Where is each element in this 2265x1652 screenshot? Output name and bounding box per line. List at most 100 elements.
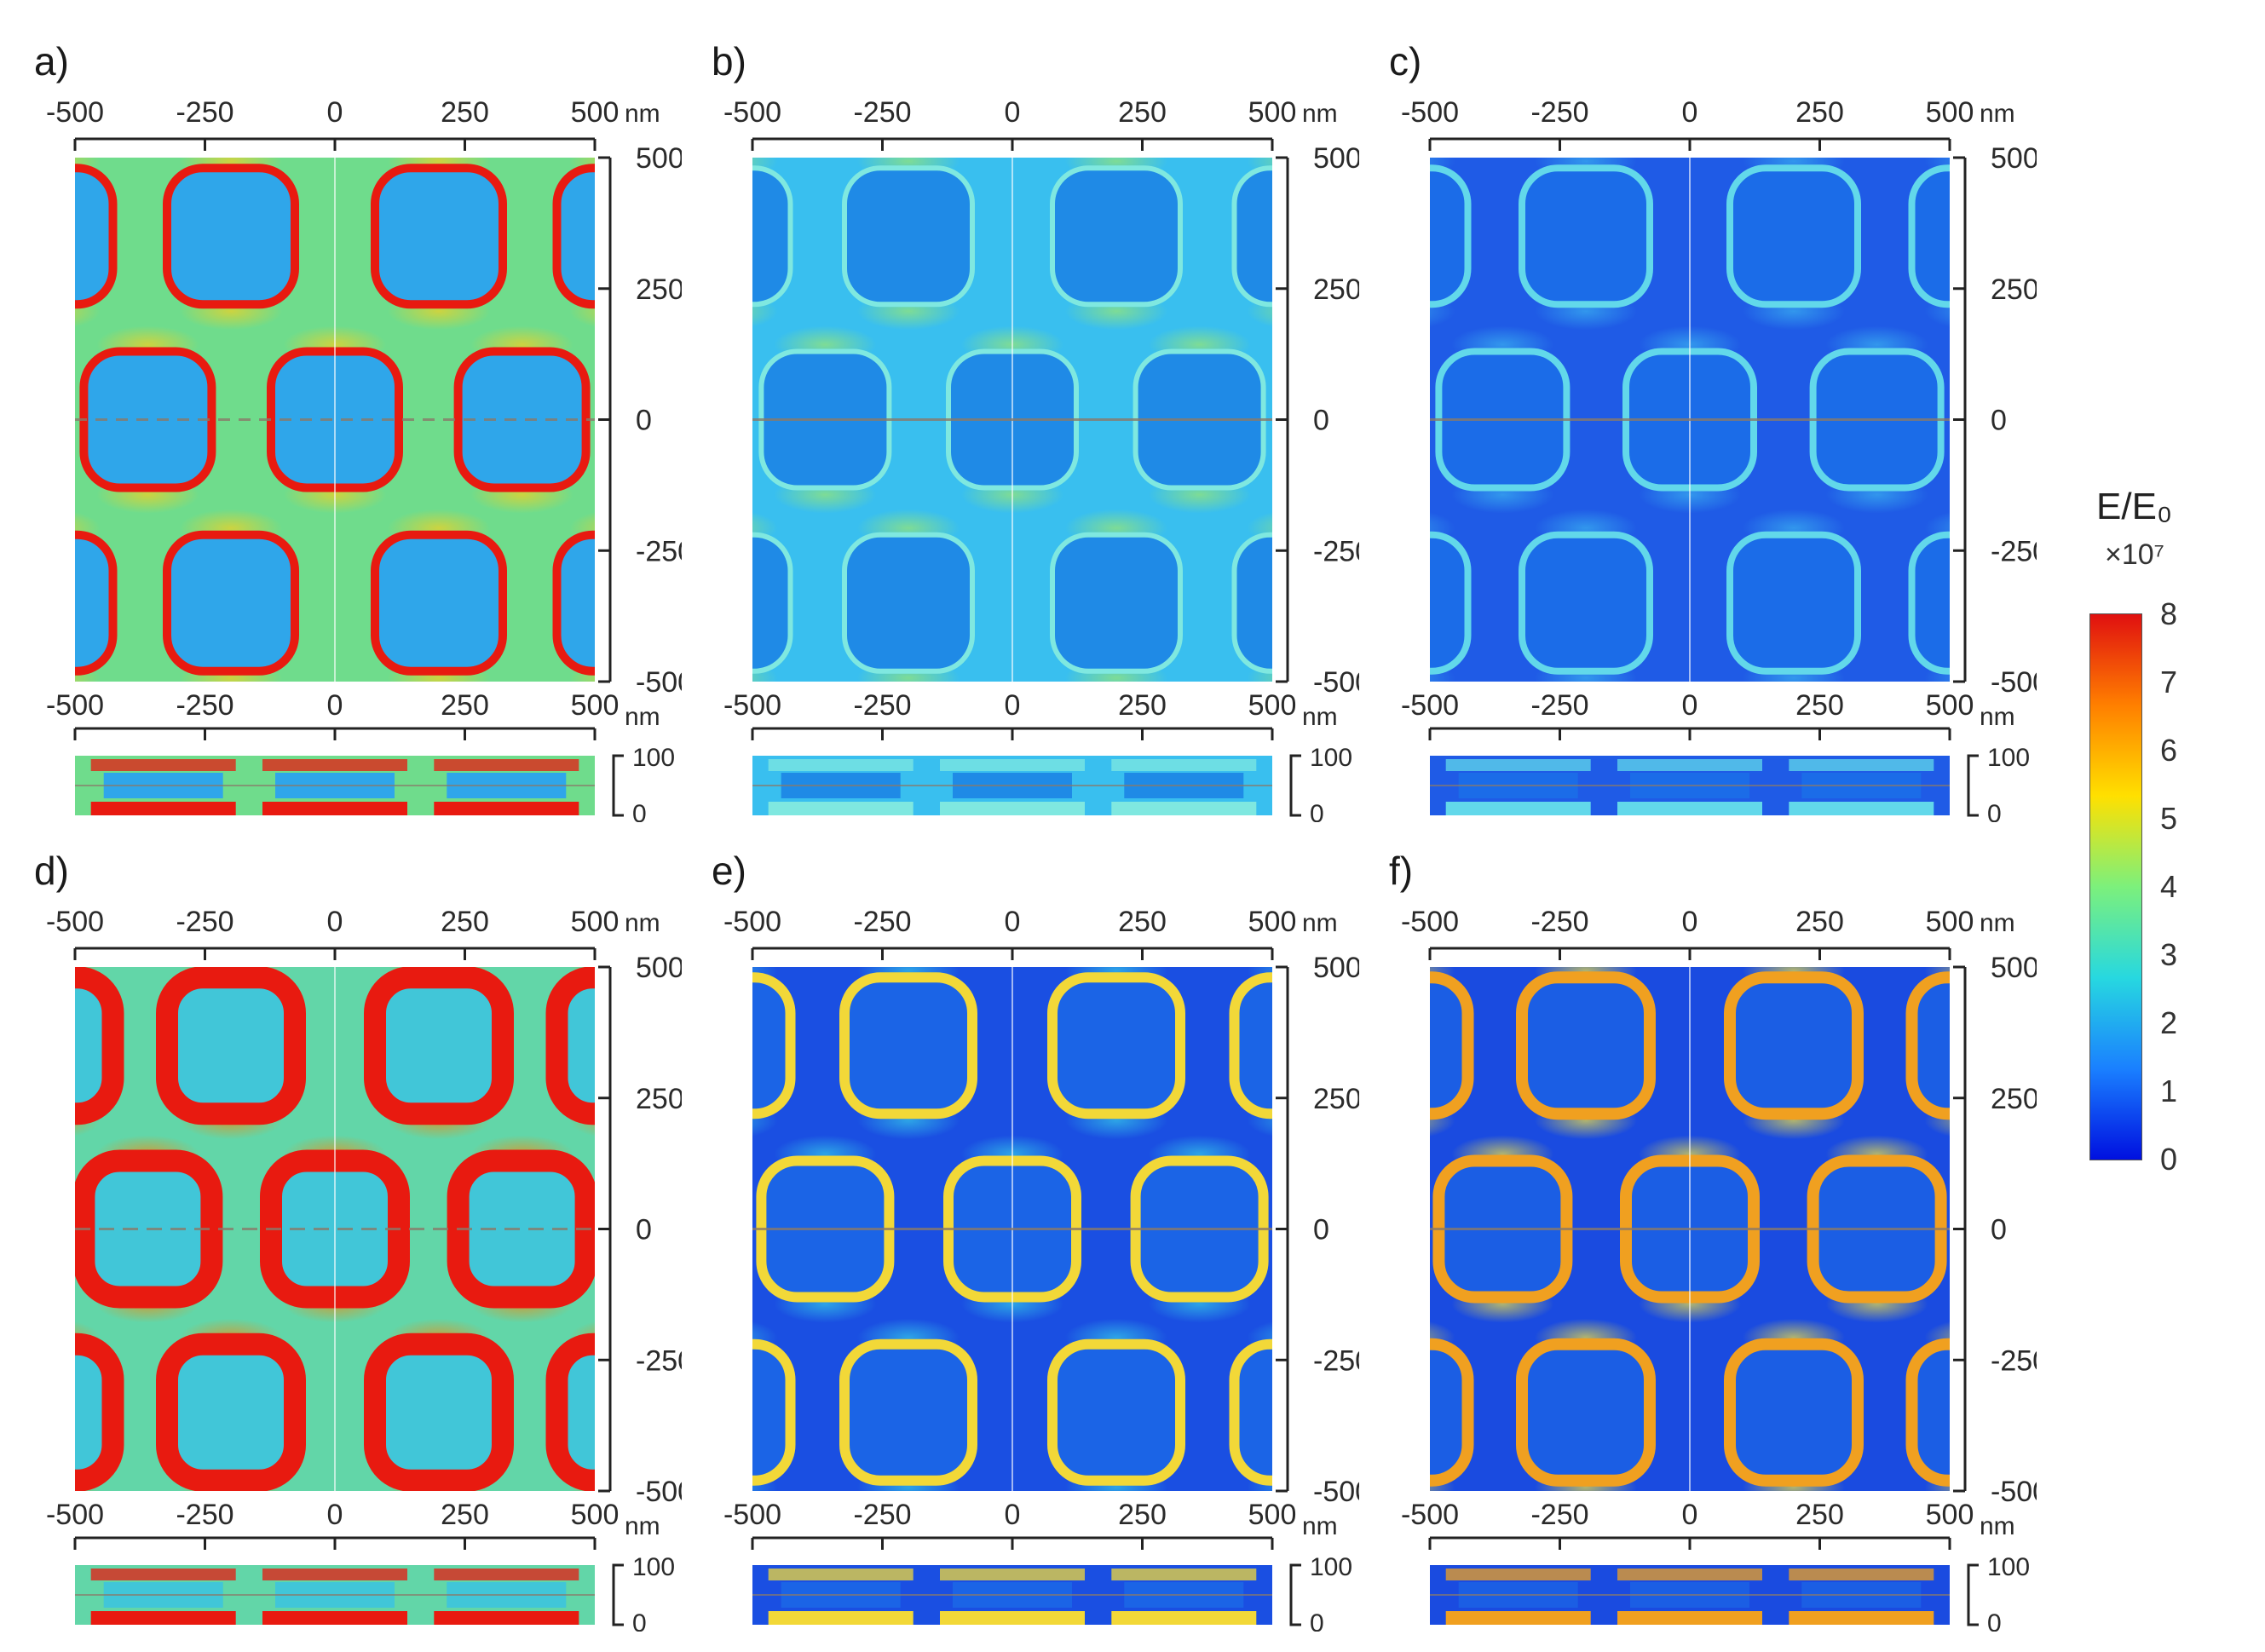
nanohole xyxy=(552,164,595,309)
cross-tick-label: 250 xyxy=(1795,1499,1844,1531)
top-tick-label: 0 xyxy=(327,906,343,938)
nanohole xyxy=(1047,1338,1185,1486)
height-tick-label: 100 xyxy=(1987,744,2030,772)
top-tick-label: 250 xyxy=(441,906,489,938)
cross-tick-label: 250 xyxy=(1795,689,1844,722)
top-tick-label: 500 xyxy=(571,96,620,129)
nanohole xyxy=(163,530,299,676)
side-tick-label: -500 xyxy=(1991,1476,2037,1508)
unit-label: nm xyxy=(1980,1512,2015,1540)
colorbar: E/E₀ ×10⁷ 8 7 6 5 4 3 2 1 0 xyxy=(2079,486,2250,1184)
nanohole xyxy=(1516,1338,1656,1487)
cross-tick-label: 500 xyxy=(571,1499,620,1531)
cross-tick-label: -500 xyxy=(723,1499,781,1531)
cross-tick-label: -250 xyxy=(176,689,233,722)
side-tick-label: -500 xyxy=(1313,1476,1359,1508)
height-tick-label: 100 xyxy=(1987,1553,2030,1581)
cross-tick-label: -500 xyxy=(1401,1499,1459,1531)
cross-tick-label: 250 xyxy=(441,1499,489,1531)
panel-d: d)-500-2500250500nm5002500-250-500-500-2… xyxy=(34,848,682,1632)
nanohole xyxy=(1908,531,1950,675)
cross-tick-label: 500 xyxy=(1926,689,1974,722)
field-map: -500-2500250500nm5002500-250-500-500-250… xyxy=(723,906,1359,1632)
cross-section-strip xyxy=(752,756,1272,815)
nanohole xyxy=(1229,972,1272,1120)
nanohole xyxy=(371,164,507,309)
side-tick-label: 500 xyxy=(636,952,682,984)
nanohole xyxy=(752,972,796,1120)
top-tick-label: 500 xyxy=(1926,906,1974,938)
unit-label: nm xyxy=(1302,100,1338,128)
field-map: -500-2500250500nm5002500-250-500-500-250… xyxy=(723,96,1359,822)
nanohole xyxy=(1724,971,1864,1120)
nanohole xyxy=(163,164,299,309)
top-tick-label: -250 xyxy=(1530,96,1588,129)
side-tick-label: -250 xyxy=(636,535,682,567)
height-tick-label: 0 xyxy=(632,1609,647,1632)
cross-tick-label: 250 xyxy=(441,689,489,722)
side-tick-label: 500 xyxy=(636,142,682,175)
panel-label: b) xyxy=(712,39,746,83)
side-tick-label: 250 xyxy=(1313,1083,1359,1115)
nanohole xyxy=(1229,1338,1272,1486)
top-tick-label: 0 xyxy=(1005,906,1021,938)
height-tick-label: 100 xyxy=(632,1553,675,1581)
nanohole xyxy=(1908,164,1950,308)
side-tick-label: -500 xyxy=(636,666,682,699)
unit-label: nm xyxy=(1980,703,2015,731)
panel-label: c) xyxy=(1389,39,1422,83)
cross-section-strip xyxy=(752,1565,1272,1625)
unit-label: nm xyxy=(625,703,660,731)
nanohole xyxy=(1905,971,1950,1120)
unit-label: nm xyxy=(1302,909,1338,937)
field-pattern xyxy=(752,158,1272,682)
side-tick-label: -250 xyxy=(1991,1344,2037,1377)
nanohole xyxy=(1516,971,1656,1120)
cross-tick-label: -500 xyxy=(46,1499,104,1531)
cross-tick-label: 0 xyxy=(1005,1499,1021,1531)
side-tick-label: -250 xyxy=(1313,1344,1359,1377)
top-tick-label: -500 xyxy=(1401,906,1459,938)
top-tick-label: 0 xyxy=(1682,906,1698,938)
panel-b: b)-500-2500250500nm5002500-250-500-500-2… xyxy=(712,38,1359,822)
field-pattern xyxy=(75,967,595,1491)
nanohole xyxy=(75,1333,124,1491)
nanohole xyxy=(752,1338,796,1486)
top-tick-label: -250 xyxy=(176,906,233,938)
nanohole xyxy=(752,532,793,674)
colorbar-tick-label: 3 xyxy=(2160,937,2178,972)
side-tick-label: 250 xyxy=(1991,1083,2037,1115)
nanohole xyxy=(1430,1338,1474,1487)
height-tick-label: 0 xyxy=(1310,800,1324,822)
colorbar-tick-label: 7 xyxy=(2160,665,2178,699)
height-tick-label: 0 xyxy=(632,800,647,822)
side-tick-label: 500 xyxy=(1991,952,2037,984)
height-tick-label: 100 xyxy=(632,744,675,772)
colorbar-tick-label: 6 xyxy=(2160,733,2178,768)
side-tick-label: -500 xyxy=(1991,666,2037,699)
nanohole xyxy=(842,532,975,674)
panel-label: a) xyxy=(34,39,69,83)
colorbar-tick-label: 4 xyxy=(2160,869,2178,904)
side-tick-label: 0 xyxy=(1991,1214,2007,1246)
nanohole xyxy=(552,530,595,676)
field-pattern xyxy=(1430,967,1950,1491)
top-tick-label: 250 xyxy=(1118,906,1167,938)
side-tick-label: -250 xyxy=(1313,535,1359,567)
cross-tick-label: 0 xyxy=(1682,689,1698,722)
top-tick-label: 0 xyxy=(1005,96,1021,129)
nanohole xyxy=(1726,164,1861,308)
cross-section-strip xyxy=(75,1565,595,1625)
cross-tick-label: -250 xyxy=(176,1499,233,1531)
field-map: -500-2500250500nm5002500-250-500-500-250… xyxy=(1401,96,2037,822)
nanohole xyxy=(156,1333,306,1491)
colorbar-tick-label: 5 xyxy=(2160,801,2178,836)
nanohole xyxy=(1050,165,1183,308)
side-tick-label: 250 xyxy=(636,1083,682,1115)
panel-label: f) xyxy=(1389,849,1414,893)
nanohole xyxy=(1430,164,1472,308)
side-tick-label: -250 xyxy=(1991,535,2037,567)
top-tick-label: -500 xyxy=(46,96,104,129)
nanohole xyxy=(1047,972,1185,1120)
field-pattern xyxy=(1430,158,1950,682)
